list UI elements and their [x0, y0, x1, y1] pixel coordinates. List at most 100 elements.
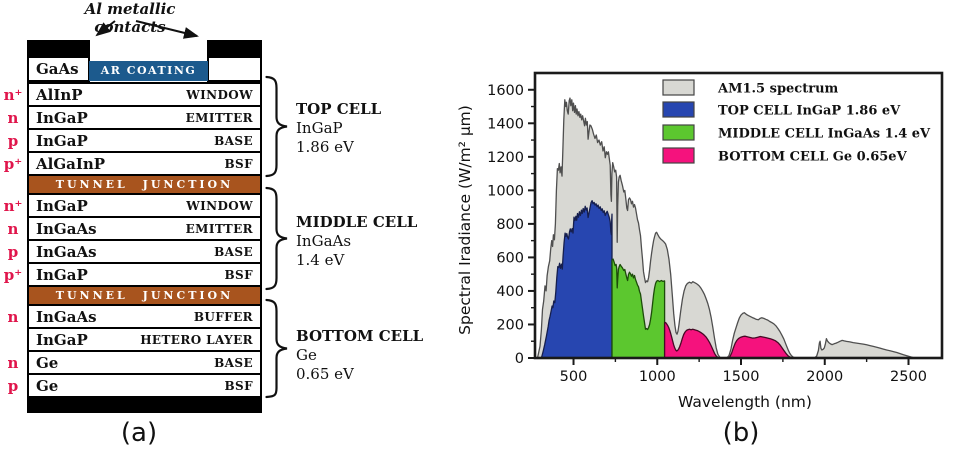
al-contacts-annotation: Al metallic contacts: [84, 0, 176, 36]
caption-b: (b): [722, 418, 760, 448]
doping-label: n: [7, 219, 19, 238]
layer-row: InGaP HETERO LAYER: [29, 329, 260, 352]
layer-material: InGaAs: [36, 242, 97, 261]
y-tick-label: 400: [496, 284, 524, 300]
y-tick-label: 0: [515, 351, 524, 367]
layer-material: InGaP: [36, 196, 88, 215]
doping-label: p⁺: [3, 154, 23, 173]
cell-name: BOTTOM CELL: [296, 327, 424, 345]
series-area-top-cell: [540, 200, 613, 359]
layer-material: InGaP: [36, 265, 88, 284]
x-tick-label: 500: [560, 369, 588, 385]
metal-contact-left: [27, 40, 90, 56]
plot-frame: [533, 71, 944, 360]
caption-a: (a): [120, 418, 158, 448]
tunnel-junction-bar: TUNNEL JUNCTION: [29, 176, 260, 195]
y-tick-label: 1200: [487, 150, 524, 166]
layer-row: p InGaP BASE: [8, 130, 260, 153]
legend-swatch-middle-cell: [662, 124, 695, 141]
doping-label: n: [7, 307, 19, 326]
x-tick-label: 1500: [723, 369, 760, 385]
gaas-cap-layer: GaAs: [27, 56, 90, 82]
bottom-cell-brace: [265, 298, 288, 399]
cell-bandgap: 1.4 eV: [296, 251, 345, 269]
y-tick-label: 800: [496, 217, 524, 233]
legend-label-am15: AM1.5 spectrum: [717, 82, 839, 97]
layer-row: p InGaAs BASE: [8, 241, 260, 264]
legend-label-bottom-cell: BOTTOM CELL Ge 0.65eV: [718, 150, 908, 165]
layer-material: InGaP: [36, 108, 88, 127]
tunnel-junction-bar: TUNNEL JUNCTION: [29, 287, 260, 306]
layer-row: n⁺ AlInP WINDOW: [4, 84, 260, 107]
x-tick-label: 2500: [890, 369, 927, 385]
bottom-cell-group-label: BOTTOM CELL Ge 0.65 eV: [296, 327, 461, 384]
layer-row: n InGaAs BUFFER: [8, 306, 260, 329]
gaas-label: GaAs: [36, 60, 79, 78]
layer-row: n⁺ InGaP WINDOW: [4, 195, 260, 218]
layer-role: WINDOW: [186, 87, 253, 102]
layer-material: AlGaInP: [36, 154, 106, 173]
doping-label: p⁺: [3, 265, 23, 284]
y-tick-label: 600: [496, 250, 524, 266]
top-cell-group-label: TOP CELL InGaP 1.86 eV: [296, 100, 461, 157]
layer-material: AlInP: [36, 85, 83, 104]
cell-name: MIDDLE CELL: [296, 213, 418, 231]
layer-material: InGaP: [36, 131, 88, 150]
y-tick-label: 1400: [487, 116, 524, 132]
cap-layer-right: [207, 56, 262, 82]
x-tick-label: 2000: [806, 369, 843, 385]
layer-row: p⁺ AlGaInP BSF: [4, 153, 260, 176]
layer-role: EMITTER: [185, 110, 253, 125]
doping-label: n⁺: [3, 196, 23, 215]
layer-row: p Ge BSF: [8, 375, 260, 396]
layer-role: EMITTER: [185, 221, 253, 236]
layer-role: HETERO LAYER: [140, 332, 253, 347]
ar-coating-bar: AR COATING: [89, 61, 208, 81]
cell-bandgap: 0.65 eV: [296, 365, 354, 383]
doping-label: p: [7, 376, 19, 395]
layer-material: Ge: [36, 376, 59, 395]
series-area-middle-cell: [611, 258, 666, 359]
layer-material: InGaAs: [36, 219, 97, 238]
layer-role: BASE: [214, 244, 253, 259]
doping-label: n: [7, 353, 19, 372]
layer-role: BSF: [224, 378, 253, 393]
x-axis-title: Wavelength (nm): [678, 393, 812, 411]
cell-material: InGaP: [296, 119, 343, 137]
y-tick-label: 1000: [487, 183, 524, 199]
middle-cell-brace: [265, 186, 288, 291]
layer-row: p⁺ InGaP BSF: [4, 264, 260, 287]
doping-label: p: [7, 242, 19, 261]
cell-material: Ge: [296, 346, 317, 364]
metal-contact-right: [207, 40, 262, 56]
layer-material: Ge: [36, 353, 59, 372]
doping-label: n: [7, 108, 19, 127]
doping-label: n⁺: [3, 85, 23, 104]
legend-swatch-am15: [662, 79, 695, 96]
layer-material: InGaP: [36, 330, 88, 349]
layer-role: BSF: [224, 156, 253, 171]
top-cell-brace: [265, 75, 288, 178]
layer-role: BASE: [214, 355, 253, 370]
layer-row: n Ge BASE: [8, 352, 260, 375]
layer-stack-table: n⁺ AlInP WINDOW n InGaP EMITTER p InGaP BASE p⁺ Al…: [4, 82, 262, 398]
layer-role: BUFFER: [193, 309, 253, 324]
layer-row: n InGaAs EMITTER: [8, 218, 260, 241]
y-axis-title: Spectral Iradiance (W/m² μm): [456, 105, 474, 335]
middle-cell-group-label: MIDDLE CELL InGaAs 1.4 eV: [296, 213, 461, 270]
y-tick-label: 1600: [487, 83, 524, 99]
cell-name: TOP CELL: [296, 100, 382, 118]
doping-label: p: [7, 131, 19, 150]
x-tick-label: 1000: [639, 369, 676, 385]
cell-material: InGaAs: [296, 232, 352, 250]
layer-role: WINDOW: [186, 198, 253, 213]
layer-role: BSF: [224, 267, 253, 282]
legend-swatch-bottom-cell: [662, 147, 695, 164]
spectral-irradiance-chart: 500 1000 1500 2000 2500 0 200 400 600 800 1000 1200…: [456, 71, 944, 411]
layer-row: n InGaP EMITTER: [8, 107, 260, 130]
legend-label-middle-cell: MIDDLE CELL InGaAs 1.4 eV: [718, 127, 931, 142]
legend-swatch-top-cell: [662, 101, 695, 118]
cell-bandgap: 1.86 eV: [296, 138, 354, 156]
layer-role: BASE: [214, 133, 253, 148]
series-area-bottom-cell: [663, 321, 795, 359]
